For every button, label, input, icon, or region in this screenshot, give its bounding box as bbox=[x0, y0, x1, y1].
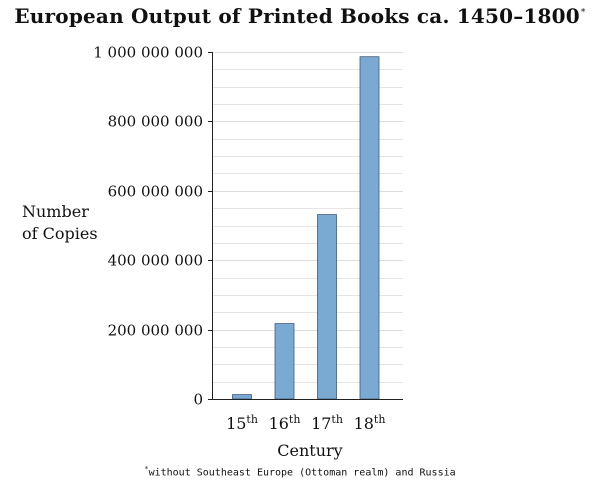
bar-16th bbox=[274, 323, 295, 400]
y-tick-label: 800 000 000 bbox=[108, 113, 203, 131]
y-axis-label-line-1: Number bbox=[22, 202, 89, 221]
y-tick-label: 600 000 000 bbox=[108, 183, 203, 201]
footnote-text: without Southeast Europe (Ottoman realm)… bbox=[148, 467, 456, 479]
x-tick-label-18th: 18th bbox=[354, 413, 386, 433]
bar-18th bbox=[359, 56, 380, 400]
chart-title-text: European Output of Printed Books ca. 145… bbox=[14, 4, 580, 28]
bars bbox=[232, 56, 380, 400]
x-tick-label-15th: 15th bbox=[226, 413, 258, 433]
bar-17th bbox=[317, 214, 337, 400]
x-tick-label-16th: 16th bbox=[269, 413, 301, 433]
bar-15th bbox=[232, 394, 252, 400]
y-axis-label: Number of Copies bbox=[22, 201, 98, 245]
y-tick-labels: 0 200 000 000 400 000 000 600 000 000 800 00… bbox=[93, 44, 203, 409]
x-axis-label: Century bbox=[277, 441, 342, 460]
y-axis-label-line-2: of Copies bbox=[22, 224, 98, 243]
x-tick-label-17th: 17th bbox=[311, 413, 343, 433]
footnote-marker: * bbox=[144, 465, 149, 473]
y-tick-label: 0 bbox=[193, 391, 203, 409]
y-tick-label: 1 000 000 000 bbox=[93, 44, 203, 62]
axes bbox=[208, 52, 403, 400]
y-tick-label: 400 000 000 bbox=[108, 252, 203, 270]
title-footnote-marker: * bbox=[580, 8, 586, 19]
footnote: *without Southeast Europe (Ottoman realm… bbox=[0, 465, 600, 478]
y-tick-label: 200 000 000 bbox=[108, 322, 203, 340]
x-tick-labels: 15th 16th 17th 18th bbox=[226, 413, 385, 433]
chart-title: European Output of Printed Books ca. 145… bbox=[0, 4, 600, 28]
